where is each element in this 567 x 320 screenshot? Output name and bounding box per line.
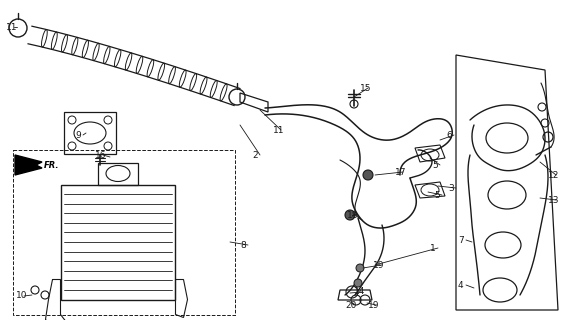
Text: 10: 10: [16, 292, 28, 300]
Text: 11: 11: [6, 22, 18, 31]
Text: 11: 11: [273, 125, 285, 134]
Text: 7: 7: [458, 236, 464, 244]
Text: 20: 20: [345, 300, 357, 309]
Circle shape: [356, 264, 364, 272]
Circle shape: [363, 170, 373, 180]
Circle shape: [345, 210, 355, 220]
Text: 5: 5: [432, 161, 438, 170]
Text: 19: 19: [368, 300, 379, 309]
Text: 17: 17: [395, 167, 407, 177]
Text: 13: 13: [548, 196, 560, 204]
Text: 4: 4: [458, 281, 464, 290]
Text: 9: 9: [75, 131, 81, 140]
Text: 19: 19: [373, 260, 384, 269]
Text: 8: 8: [240, 241, 246, 250]
Text: 16: 16: [95, 150, 107, 159]
Text: 12: 12: [548, 171, 560, 180]
Text: 18: 18: [347, 211, 358, 220]
Text: 1: 1: [430, 244, 436, 252]
Text: 5: 5: [434, 190, 440, 199]
Text: 15: 15: [360, 84, 371, 92]
Text: 6: 6: [446, 131, 452, 140]
Text: FR.: FR.: [44, 161, 60, 170]
Text: 14: 14: [354, 287, 365, 297]
Polygon shape: [15, 155, 42, 175]
Text: 2: 2: [252, 150, 257, 159]
Circle shape: [354, 279, 362, 287]
Text: 3: 3: [448, 183, 454, 193]
